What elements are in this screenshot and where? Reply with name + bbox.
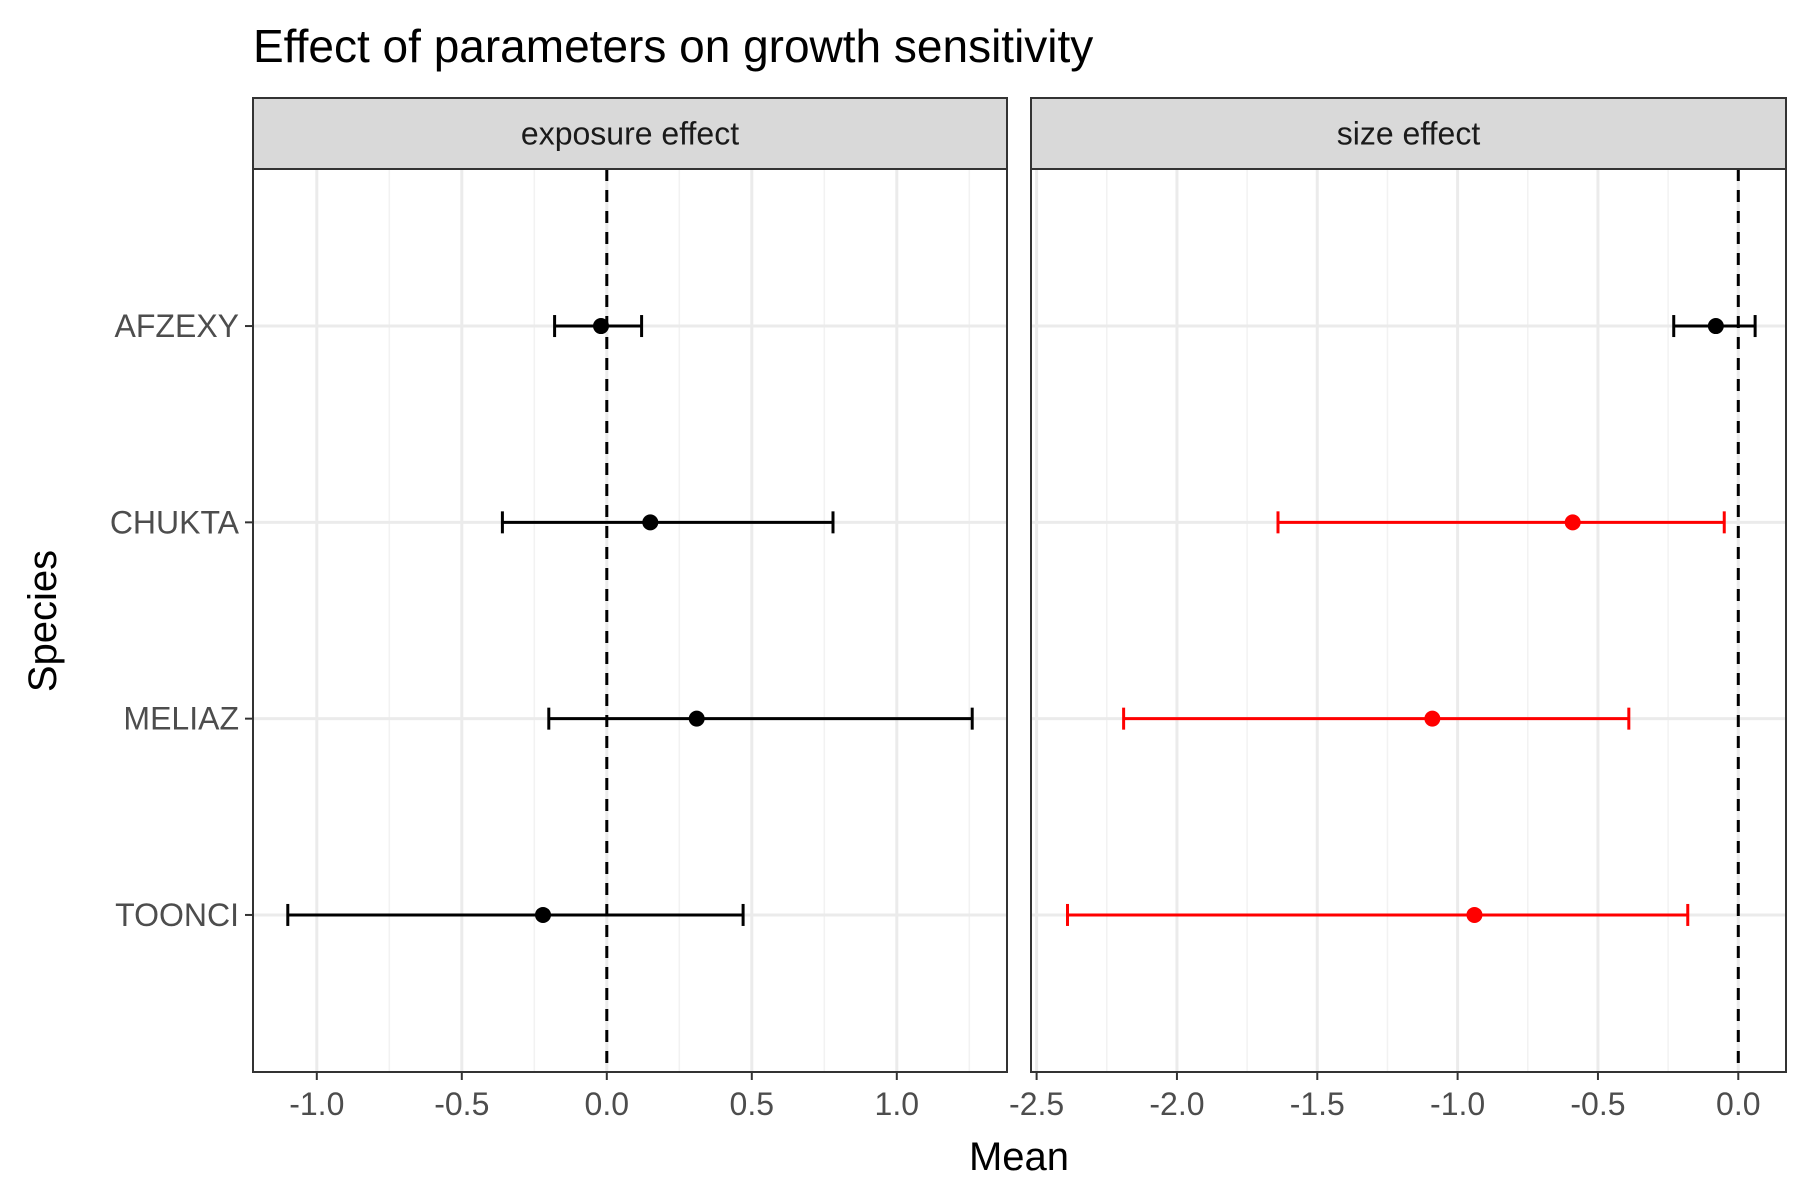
x-tick-label: -2.5 xyxy=(1009,1086,1064,1122)
mean-point-meliaz xyxy=(688,710,705,727)
y-tick-label-meliaz: MELIAZ xyxy=(123,701,239,737)
errorbar-meliaz xyxy=(1122,707,1631,730)
mean-point-toonci xyxy=(1466,906,1483,923)
y-tick-label-toonci: TOONCI xyxy=(115,897,239,933)
strip-label: size effect xyxy=(1337,116,1481,152)
mean-point-meliaz xyxy=(1424,710,1441,727)
errorbar-meliaz xyxy=(547,707,974,730)
mean-point-afzexy xyxy=(593,318,609,335)
panel-0: exposure effect -1.0 -0.5 0.0 0.5 1.0 xyxy=(252,97,1008,1122)
y-axis-title: Species xyxy=(21,550,65,692)
strip-background xyxy=(252,97,1008,170)
x-tick-label: 0.0 xyxy=(1716,1086,1760,1122)
x-tick-label: -0.5 xyxy=(1570,1086,1625,1122)
panel-border xyxy=(1030,168,1787,1073)
x-tick-label: 0.0 xyxy=(585,1086,629,1122)
y-tick-label-afzexy: AFZEXY xyxy=(115,308,239,344)
x-tick-label: -0.5 xyxy=(434,1086,489,1122)
panel-background xyxy=(1031,169,1786,1072)
x-tick-label: -1.5 xyxy=(1290,1086,1345,1122)
panel-border xyxy=(252,168,1008,1073)
mean-point-chukta xyxy=(642,514,659,531)
errorbar-toonci xyxy=(286,903,745,926)
mean-point-afzexy xyxy=(1707,318,1724,335)
errorbar-afzexy xyxy=(1672,315,1757,338)
y-axis: AFZEXY CHUKTA MELIAZ TOONCI xyxy=(110,308,253,933)
errorbar-chukta xyxy=(1276,511,1726,534)
mean-point-toonci xyxy=(535,906,551,923)
errorbar-afzexy xyxy=(553,315,644,338)
panel-1: size effect -2.5 -2.0 -1.5 -1.0 -0.5 0.0 xyxy=(1009,97,1787,1122)
y-tick-label-chukta: CHUKTA xyxy=(110,504,240,540)
chart-title: Effect of parameters on growth sensitivi… xyxy=(253,20,1093,72)
errorbar-toonci xyxy=(1065,903,1690,926)
facet-panels: exposure effect -1.0 -0.5 0.0 0.5 1.0 size eff… xyxy=(252,97,1787,1122)
x-tick-label: -1.0 xyxy=(1430,1086,1485,1122)
x-axis-title: Mean xyxy=(969,1135,1069,1179)
strip-label: exposure effect xyxy=(521,116,739,152)
x-tick-label: 1.0 xyxy=(875,1086,919,1122)
mean-point-chukta xyxy=(1564,514,1581,531)
panel-background xyxy=(253,169,1007,1072)
strip-background xyxy=(1030,97,1787,170)
x-tick-label: -1.0 xyxy=(289,1086,344,1122)
x-tick-label: -2.0 xyxy=(1149,1086,1204,1122)
errorbar-chukta xyxy=(500,511,835,534)
x-tick-label: 0.5 xyxy=(730,1086,774,1122)
